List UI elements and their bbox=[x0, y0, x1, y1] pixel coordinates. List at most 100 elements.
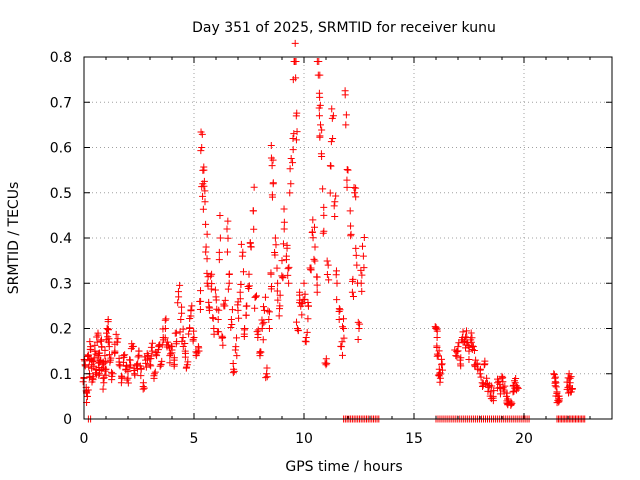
x-tick-label: 0 bbox=[80, 431, 89, 447]
data-point bbox=[83, 393, 91, 401]
data-point bbox=[257, 348, 265, 356]
data-point bbox=[189, 335, 197, 343]
data-point bbox=[470, 346, 478, 354]
data-point bbox=[135, 347, 143, 355]
data-point bbox=[337, 342, 345, 350]
data-point bbox=[285, 279, 293, 287]
data-point bbox=[215, 256, 223, 264]
data-point bbox=[320, 203, 328, 211]
data-point bbox=[101, 367, 109, 375]
data-point bbox=[224, 217, 232, 225]
x-tick-label: 10 bbox=[295, 431, 313, 447]
data-point bbox=[128, 340, 136, 348]
data-point bbox=[93, 338, 101, 346]
data-point bbox=[219, 341, 227, 349]
data-point bbox=[307, 264, 315, 272]
data-point bbox=[292, 74, 300, 82]
data-point bbox=[335, 305, 343, 313]
data-point bbox=[318, 126, 326, 134]
y-tick-label: 0.2 bbox=[50, 322, 72, 338]
data-point bbox=[332, 192, 340, 200]
data-point bbox=[457, 362, 465, 370]
data-point bbox=[325, 276, 333, 284]
data-point bbox=[355, 325, 363, 332]
data-point bbox=[311, 243, 319, 251]
data-point bbox=[480, 361, 488, 369]
data-point bbox=[490, 387, 498, 395]
data-point bbox=[319, 185, 327, 193]
data-point bbox=[309, 234, 317, 242]
data-point bbox=[247, 243, 255, 251]
data-point bbox=[280, 218, 288, 226]
data-point bbox=[437, 355, 445, 363]
data-point bbox=[287, 154, 295, 162]
data-point bbox=[126, 356, 134, 364]
data-point bbox=[225, 270, 233, 278]
data-point bbox=[563, 378, 571, 386]
data-point bbox=[320, 227, 328, 235]
data-point bbox=[249, 207, 257, 215]
data-point bbox=[566, 388, 574, 396]
data-point bbox=[262, 374, 270, 382]
data-point bbox=[304, 315, 312, 323]
data-point bbox=[254, 326, 262, 334]
data-point bbox=[204, 282, 212, 290]
data-point bbox=[150, 374, 158, 382]
data-point bbox=[151, 368, 159, 376]
data-point bbox=[253, 328, 261, 336]
data-point bbox=[357, 279, 365, 287]
data-point bbox=[311, 257, 319, 265]
data-point bbox=[261, 293, 269, 301]
data-point bbox=[228, 306, 236, 314]
data-point bbox=[242, 311, 250, 319]
data-point bbox=[227, 324, 235, 332]
data-point bbox=[190, 334, 198, 342]
data-point bbox=[336, 306, 344, 314]
data-point bbox=[229, 359, 237, 367]
data-point bbox=[303, 328, 311, 336]
data-point bbox=[240, 330, 248, 338]
data-point bbox=[503, 389, 511, 397]
data-point bbox=[340, 315, 348, 323]
data-point bbox=[218, 334, 226, 342]
y-axis-label: SRMTID / TECUs bbox=[6, 182, 22, 295]
data-point bbox=[223, 248, 231, 256]
data-point bbox=[186, 324, 194, 332]
data-point bbox=[351, 189, 359, 197]
data-point bbox=[171, 329, 179, 337]
data-point bbox=[156, 362, 164, 370]
data-point bbox=[264, 307, 272, 315]
data-point bbox=[209, 314, 217, 322]
data-point bbox=[137, 372, 145, 380]
data-point bbox=[317, 150, 325, 158]
data-point bbox=[239, 268, 247, 276]
data-point bbox=[326, 162, 334, 170]
data-point bbox=[81, 362, 89, 370]
data-point bbox=[330, 202, 338, 210]
data-point bbox=[352, 251, 360, 259]
data-point bbox=[197, 128, 205, 136]
data-point bbox=[301, 337, 309, 345]
data-point bbox=[197, 287, 205, 295]
data-point bbox=[245, 282, 253, 290]
y-tick-label: 0.6 bbox=[50, 141, 72, 157]
data-point bbox=[460, 337, 468, 345]
data-point bbox=[219, 334, 227, 342]
data-point bbox=[354, 335, 362, 343]
data-point bbox=[275, 305, 283, 313]
data-point bbox=[435, 365, 443, 373]
data-point bbox=[273, 264, 281, 272]
data-point bbox=[454, 347, 462, 355]
data-point bbox=[439, 366, 447, 374]
data-point bbox=[102, 371, 110, 379]
data-point bbox=[452, 352, 460, 360]
data-point bbox=[164, 338, 172, 346]
data-point bbox=[239, 248, 247, 256]
data-point bbox=[316, 71, 324, 79]
data-point bbox=[179, 325, 187, 333]
data-point bbox=[509, 388, 517, 396]
x-axis-label: GPS time / hours bbox=[285, 459, 402, 475]
data-point bbox=[438, 360, 446, 368]
data-point bbox=[137, 365, 145, 373]
data-point bbox=[148, 347, 156, 355]
